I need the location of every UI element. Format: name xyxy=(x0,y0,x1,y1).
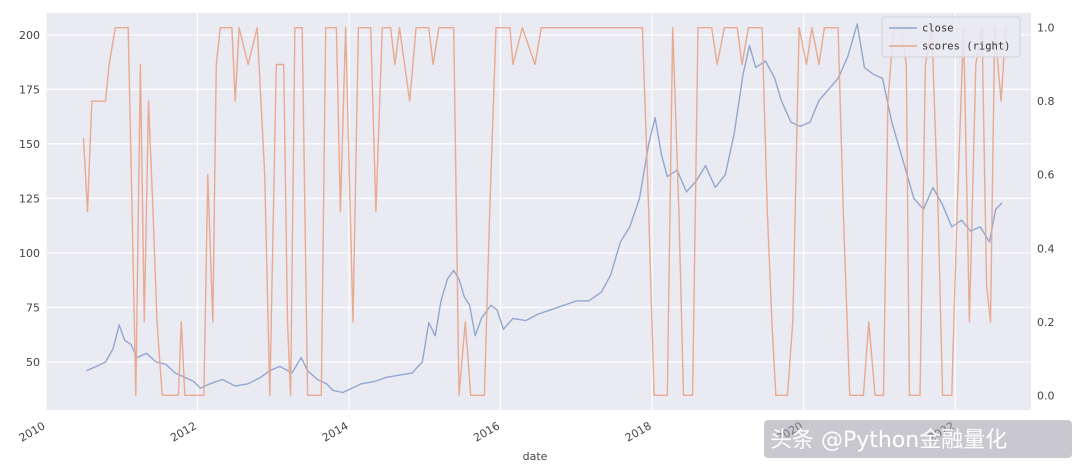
x-tick-label: 2012 xyxy=(168,419,199,444)
y-tick-label-left: 175 xyxy=(19,83,40,96)
x-axis-label: date xyxy=(523,450,548,463)
watermark: 头条 @Python金融量化 xyxy=(764,420,1072,458)
x-tick-label: 2016 xyxy=(471,419,502,444)
x-tick-label: 2014 xyxy=(320,419,351,444)
y-tick-label-left: 50 xyxy=(26,356,40,369)
y-tick-label-right: 0.6 xyxy=(1037,169,1055,182)
series-scores-line xyxy=(82,27,1007,396)
legend-label-close: close xyxy=(922,23,954,35)
y-tick-label-right: 1.0 xyxy=(1037,22,1055,35)
y-tick-label-right: 0.0 xyxy=(1037,389,1055,402)
legend-label-scores: scores (right) xyxy=(922,41,1011,53)
x-tick-label: 2018 xyxy=(623,419,654,444)
plot-area xyxy=(46,13,1031,410)
legend: close scores (right) xyxy=(881,16,1021,58)
legend-box xyxy=(881,16,1021,58)
y-tick-label-right: 0.4 xyxy=(1037,242,1055,255)
y-tick-label-left: 100 xyxy=(19,247,40,260)
y-tick-label-right: 0.8 xyxy=(1037,95,1055,108)
y-tick-label-left: 125 xyxy=(19,192,40,205)
y-tick-label-left: 150 xyxy=(19,138,40,151)
y-tick-label-left: 200 xyxy=(19,29,40,42)
y-tick-label-left: 75 xyxy=(26,301,40,314)
y-tick-label-right: 0.2 xyxy=(1037,316,1055,329)
series-layer xyxy=(82,23,1007,396)
watermark-text: 头条 @Python金融量化 xyxy=(770,428,1007,453)
series-close-line xyxy=(86,23,1003,394)
x-tick-label: 2010 xyxy=(17,419,48,444)
watermark-background xyxy=(764,420,1072,458)
